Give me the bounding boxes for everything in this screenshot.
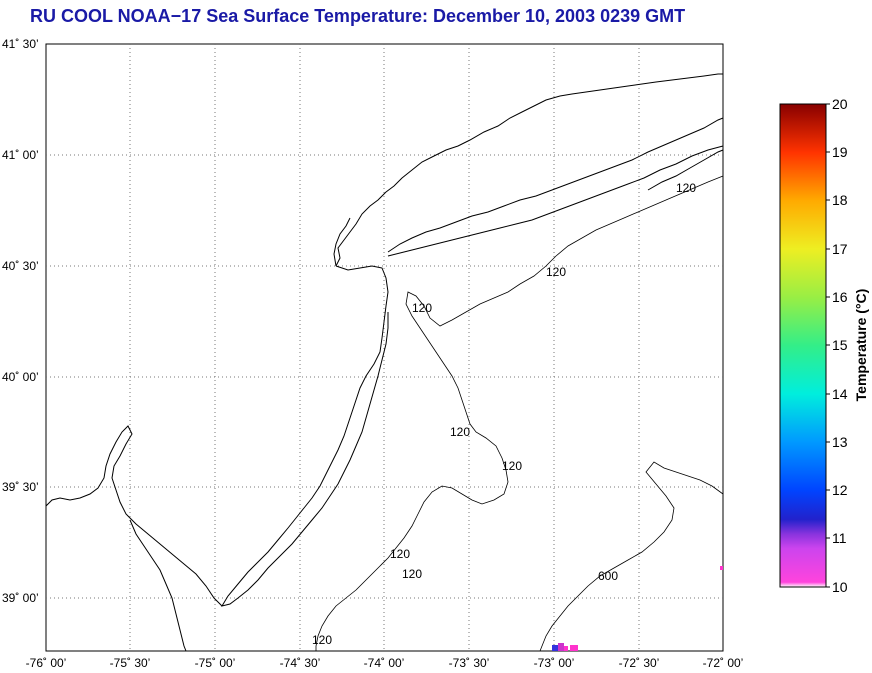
lat-label: 39˚ 00’ <box>2 591 39 605</box>
graticule <box>46 44 723 651</box>
lat-label: 39˚ 30’ <box>2 480 39 494</box>
isobath-label: 120 <box>412 301 432 315</box>
lon-label: -74˚ 30’ <box>280 656 321 670</box>
lon-label: -73˚ 00’ <box>534 656 575 670</box>
isobath-label: 120 <box>390 547 410 561</box>
coastline-long-island-north <box>387 117 724 253</box>
map-title-text: RU COOL NOAA−17 Sea Surface Temperature:… <box>30 6 686 26</box>
isobath-label: 120 <box>502 459 522 473</box>
lat-label: 41˚ 00’ <box>2 148 39 162</box>
isobath-label: 120 <box>450 425 470 439</box>
long-island-east-fork <box>647 149 724 191</box>
lat-label: 40˚ 30’ <box>2 259 39 273</box>
latitude-labels: 41˚ 30’ 41˚ 00’ 40˚ 30’ 40˚ 00’ 39˚ 30’ … <box>2 37 39 605</box>
lat-label: 40˚ 00’ <box>2 370 39 384</box>
coastline <box>45 73 724 652</box>
isobath-labels: 120 120 120 120 120 120 120 120 600 <box>312 181 696 647</box>
isobath-label: 120 <box>312 633 332 647</box>
isobath-label: 120 <box>546 265 566 279</box>
lat-label: 41˚ 30’ <box>2 37 39 51</box>
coastline-delmarva-east <box>129 519 187 652</box>
map-frame <box>45 43 724 652</box>
isobath-label: 120 <box>676 181 696 195</box>
lon-label: -75˚ 30’ <box>110 656 151 670</box>
map-title: RU COOL NOAA−17 Sea Surface Temperature:… <box>0 4 872 30</box>
coastline-hudson <box>333 217 351 267</box>
lon-label: -73˚ 30’ <box>449 656 490 670</box>
isobath-120-shelf <box>315 175 724 651</box>
isobath-label: 600 <box>598 569 618 583</box>
coastline-new-jersey <box>220 265 389 607</box>
isobath-label: 120 <box>402 567 422 581</box>
lon-label: -74˚ 00’ <box>364 656 405 670</box>
isobath-600 <box>539 461 724 652</box>
longitude-labels: -76˚ 00’ -75˚ 30’ -75˚ 00’ -74˚ 30’ -74˚… <box>26 656 744 670</box>
coastline-long-island-south <box>387 145 724 257</box>
sst-pixels <box>552 566 723 651</box>
lon-label: -75˚ 00’ <box>195 656 236 670</box>
coastline-ct-ny <box>335 73 723 267</box>
lon-label: -72˚ 30’ <box>619 656 660 670</box>
coastline-delaware-bay <box>45 425 223 607</box>
lon-label: -72˚ 00’ <box>703 656 744 670</box>
lon-label: -76˚ 00’ <box>26 656 67 670</box>
isobaths <box>315 175 724 652</box>
